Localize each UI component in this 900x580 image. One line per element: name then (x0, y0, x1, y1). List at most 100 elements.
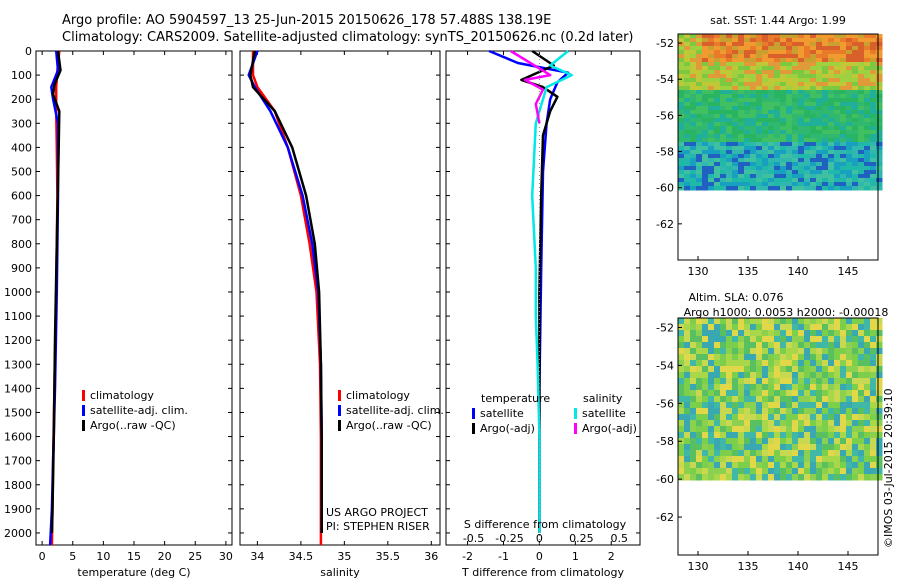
map-y-tick-label: -56 (656, 109, 674, 122)
salinity-series-argo-raw-qc- (249, 50, 323, 533)
y-tick-label: 800 (11, 238, 32, 251)
difference-series-satellite (530, 50, 573, 533)
x-tick-label: -2 (462, 550, 473, 563)
y-tick-label: 1900 (4, 503, 32, 516)
legend-swatch (472, 423, 475, 434)
sla-map-title: Altim. SLA: 0.076 (688, 291, 783, 304)
difference-xlabel: T difference from climatology (461, 566, 624, 579)
x-tick-label: 0 (39, 550, 46, 563)
salinity-frame (239, 50, 441, 546)
legend-entry: Argo(-adj) (480, 422, 535, 435)
legend-entry: satellite-adj. clim. (90, 404, 188, 417)
y-tick-label: 1300 (4, 358, 32, 371)
temperature-xlabel: temperature (deg C) (77, 566, 190, 579)
legend-entry: Argo(..raw -QC) (346, 419, 432, 432)
x2-tick-label: 0.5 (611, 532, 629, 545)
y-tick-label: 1000 (4, 286, 32, 299)
legend-swatch (82, 405, 85, 416)
legend-entry: climatology (346, 389, 410, 402)
temperature-frame (35, 50, 233, 546)
legend-swatch (338, 390, 341, 401)
y-tick-label: 0 (25, 45, 32, 58)
map-x-tick-label: 145 (838, 560, 859, 573)
title-line-2: Climatology: CARS2009. Satellite-adjuste… (62, 30, 634, 45)
y-tick-label: 700 (11, 214, 32, 227)
map-x-tick-label: 130 (688, 560, 709, 573)
y-tick-label: 1200 (4, 334, 32, 347)
legend-entry: satellite-adj. clim. (346, 404, 444, 417)
sst-map-frame (677, 33, 879, 261)
y-tick-label: 1700 (4, 455, 32, 468)
map-y-tick-label: -54 (656, 359, 674, 372)
sla-map-field (678, 318, 883, 481)
x-tick-label: 25 (188, 550, 202, 563)
x-tick-label: 36 (424, 550, 438, 563)
map-y-tick-label: -62 (656, 218, 674, 231)
salinity-panel: 34 34.5 35 35.5 36 salinity climatology satelli… (239, 50, 444, 579)
legend-swatch (338, 405, 341, 416)
x-tick-label: 2 (608, 550, 615, 563)
legend-entry: Argo(-adj) (582, 422, 637, 435)
map-y-tick-label: -60 (656, 473, 674, 486)
map-x-tick-label: 140 (788, 265, 809, 278)
x2-tick-label: -0.5 (463, 532, 484, 545)
sla-map-frame (677, 317, 879, 556)
map-y-tick-label: -56 (656, 397, 674, 410)
legend-swatch (574, 423, 577, 434)
x-tick-label: 20 (158, 550, 172, 563)
x-tick-label: 35 (337, 550, 351, 563)
y-tick-label: 500 (11, 165, 32, 178)
map-x-tick-label: 130 (688, 265, 709, 278)
x-tick-label: 35.5 (376, 550, 401, 563)
x-tick-label: 1 (572, 550, 579, 563)
legend-entry: Argo(..raw -QC) (90, 419, 176, 432)
y-tick-label: 1100 (4, 310, 32, 323)
sst-map: -52 -54 -56 -58 -60 -62 130 135 140 145 sat. SST: … (656, 14, 883, 278)
sst-map-field (678, 34, 883, 191)
legend-swatch (82, 390, 85, 401)
salinity-xlabel: salinity (320, 566, 360, 579)
legend-title-salinity: salinity (583, 392, 623, 405)
map-y-tick-label: -52 (656, 321, 674, 334)
map-y-tick-label: -54 (656, 73, 674, 86)
legend-swatch (82, 420, 85, 431)
legend-swatch (472, 408, 475, 419)
difference-frame (445, 50, 641, 546)
x-tick-label: 10 (96, 550, 110, 563)
legend-entry: satellite (582, 407, 626, 420)
pi-label: PI: STEPHEN RISER (326, 520, 430, 533)
y-tick-label: 100 (11, 69, 32, 82)
y-tick-label: 300 (11, 117, 32, 130)
map-y-tick-label: -62 (656, 511, 674, 524)
legend-entry: satellite (480, 407, 524, 420)
map-y-tick-label: -58 (656, 146, 674, 159)
sst-map-title: sat. SST: 1.44 Argo: 1.99 (710, 14, 846, 27)
x2-tick-label: -0.25 (495, 532, 523, 545)
map-x-tick-label: 145 (838, 265, 859, 278)
y-tick-label: 1400 (4, 382, 32, 395)
legend-title-temperature: temperature (481, 392, 550, 405)
difference-panel: -2 -1 0 1 2 T difference from climatology -0.5… (445, 49, 641, 579)
x-tick-label: 34.5 (289, 550, 314, 563)
timestamp-label: ©IMOS 03-Jul-2015 20:39:10 (882, 388, 895, 548)
temperature-series-argo-raw-qc- (50, 50, 62, 534)
x-tick-label: 34 (250, 550, 264, 563)
y-tick-label: 1800 (4, 479, 32, 492)
difference-series-argo-adj- (510, 49, 552, 124)
x-tick-label: 5 (69, 550, 76, 563)
y-tick-label: 600 (11, 190, 32, 203)
difference-series-argo-adj- (520, 49, 559, 533)
map-x-tick-label: 135 (738, 265, 759, 278)
x2-label: S difference from climatology (464, 518, 627, 531)
y-tick-label: 2000 (4, 527, 32, 540)
map-x-tick-label: 135 (738, 560, 759, 573)
map-y-tick-label: -60 (656, 182, 674, 195)
legend-entry: climatology (90, 389, 154, 402)
legend-swatch (338, 420, 341, 431)
project-label: US ARGO PROJECT (326, 506, 428, 519)
y-tick-label: 1600 (4, 431, 32, 444)
sla-map-subtitle: Argo h1000: 0.0053 h2000: -0.00018 (684, 306, 889, 319)
legend-swatch (574, 408, 577, 419)
y-tick-label: 900 (11, 262, 32, 275)
